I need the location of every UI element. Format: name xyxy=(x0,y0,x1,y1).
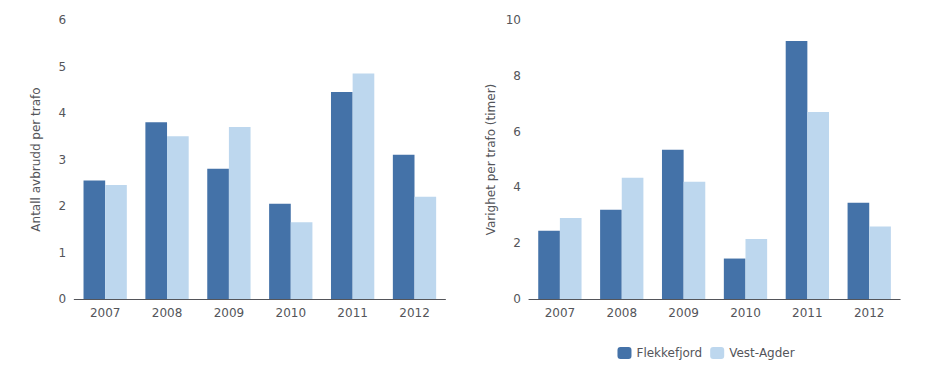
svg-text:10: 10 xyxy=(506,13,521,27)
svg-text:Antall avbrudd per trafo: Antall avbrudd per trafo xyxy=(29,87,43,231)
svg-text:4: 4 xyxy=(59,106,67,120)
svg-text:2012: 2012 xyxy=(854,306,885,320)
svg-text:2010: 2010 xyxy=(275,306,306,320)
svg-text:2011: 2011 xyxy=(792,306,823,320)
svg-text:2009: 2009 xyxy=(214,306,245,320)
svg-text:2: 2 xyxy=(513,236,521,250)
svg-text:6: 6 xyxy=(513,125,521,139)
svg-text:5: 5 xyxy=(59,60,67,74)
svg-text:2008: 2008 xyxy=(152,306,183,320)
svg-text:6: 6 xyxy=(59,13,67,27)
svg-text:3: 3 xyxy=(59,153,67,167)
svg-text:2011: 2011 xyxy=(337,306,368,320)
svg-text:Varighet per trafo (timer): Varighet per trafo (timer) xyxy=(484,84,498,236)
svg-text:2008: 2008 xyxy=(606,306,637,320)
svg-text:8: 8 xyxy=(513,69,521,83)
svg-text:Vest-Agder: Vest-Agder xyxy=(729,346,795,360)
svg-text:1: 1 xyxy=(59,246,67,260)
svg-text:2010: 2010 xyxy=(730,306,761,320)
svg-text:0: 0 xyxy=(59,292,67,306)
svg-text:2012: 2012 xyxy=(399,306,430,320)
svg-text:2009: 2009 xyxy=(668,306,699,320)
svg-text:2007: 2007 xyxy=(545,306,576,320)
svg-text:0: 0 xyxy=(513,292,521,306)
svg-text:Flekkefjord: Flekkefjord xyxy=(636,346,702,360)
svg-text:4: 4 xyxy=(513,180,521,194)
svg-text:2007: 2007 xyxy=(90,306,121,320)
svg-text:2: 2 xyxy=(59,199,67,213)
